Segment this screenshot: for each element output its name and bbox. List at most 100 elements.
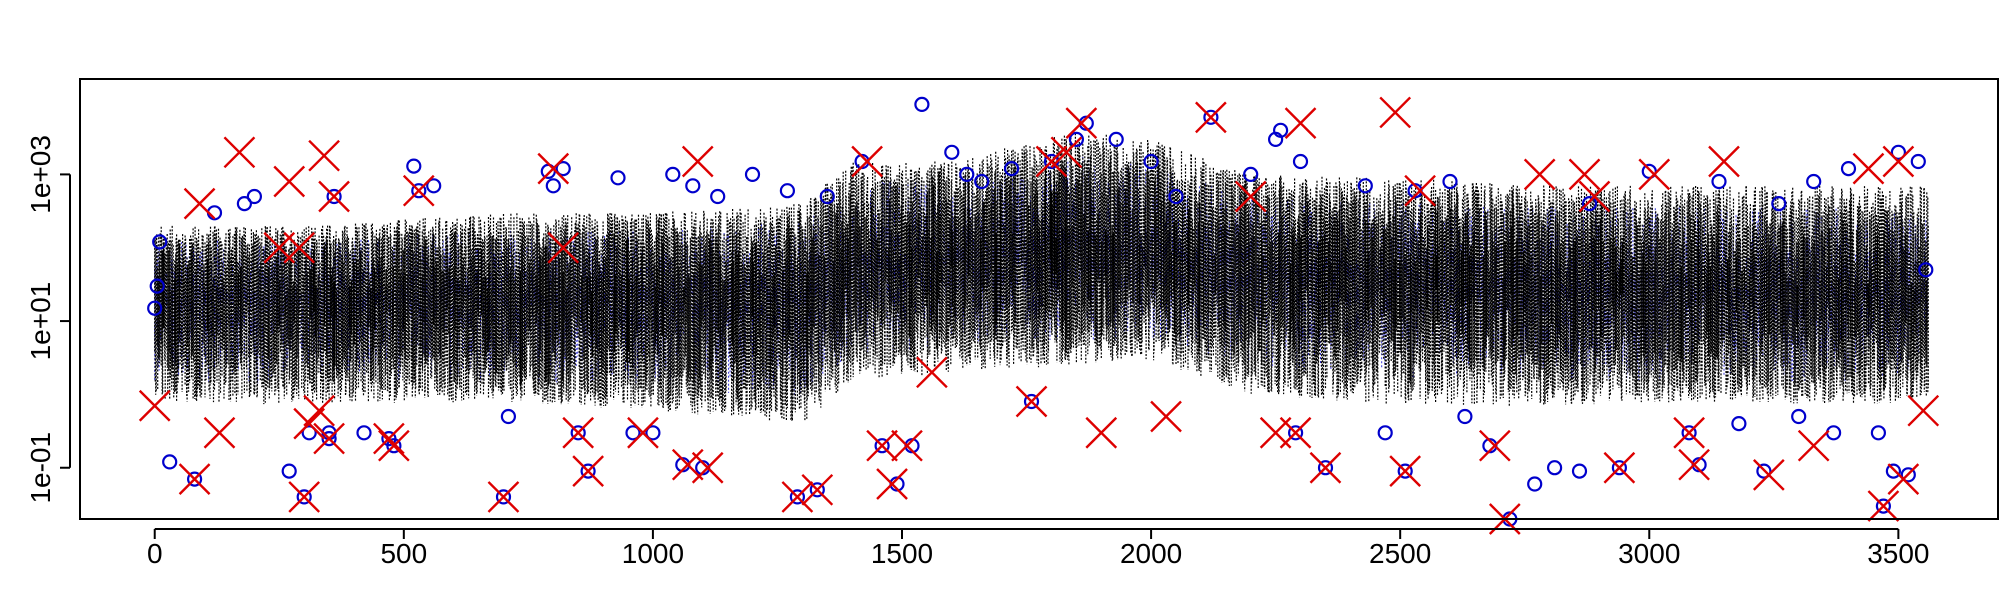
cross-marker	[1404, 174, 1436, 207]
cross-marker	[487, 481, 520, 513]
cross-marker	[1478, 429, 1511, 462]
cross-marker	[1284, 107, 1317, 139]
cross-marker	[1050, 136, 1083, 169]
circle-marker	[1397, 463, 1413, 479]
circle-marker	[1910, 153, 1926, 170]
cross-marker	[1678, 448, 1710, 481]
circle-marker	[326, 188, 342, 205]
circle-marker	[162, 454, 178, 470]
circle-marker	[1571, 463, 1588, 479]
circle-marker	[625, 425, 641, 441]
circle-marker	[1317, 460, 1334, 476]
circle-marker	[281, 463, 297, 479]
circle-marker	[710, 188, 726, 205]
x-tick-label: 3000	[1618, 538, 1680, 569]
x-tick-label: 3500	[1867, 538, 1929, 569]
circle-marker	[1203, 109, 1219, 125]
circle-marker	[1611, 460, 1628, 476]
circle-marker	[147, 300, 163, 316]
cross-marker	[1568, 158, 1601, 191]
cross-marker	[851, 145, 883, 178]
circle-marker	[152, 234, 168, 250]
cross-marker	[1638, 158, 1671, 191]
circle-marker	[386, 438, 402, 454]
circle-marker	[1457, 408, 1473, 425]
y-tick-label: 1e-01	[25, 432, 56, 504]
cross-marker	[691, 451, 724, 484]
cross-marker	[781, 481, 814, 513]
cross-marker	[313, 422, 345, 455]
circle-marker	[874, 438, 890, 454]
cross-marker	[916, 356, 948, 389]
circle-marker	[1681, 425, 1697, 441]
cross-marker	[1379, 96, 1412, 129]
cross-marker	[402, 174, 435, 207]
cross-marker	[537, 152, 570, 185]
circle-marker	[685, 178, 701, 194]
cross-marker	[562, 416, 595, 449]
circle-marker	[570, 425, 586, 441]
cross-marker	[1150, 400, 1182, 433]
circle-marker	[356, 425, 372, 441]
circle-marker	[1243, 166, 1259, 182]
cross-marker	[1852, 152, 1885, 185]
cross-marker	[318, 180, 350, 213]
cross-marker	[1708, 145, 1740, 178]
band-black-dotted	[154, 133, 1929, 422]
circle-marker	[914, 96, 930, 113]
cross-marker	[1882, 145, 1915, 178]
cross-marker	[876, 468, 908, 500]
cross-marker	[1065, 107, 1098, 139]
y-tick-label: 1e+03	[25, 135, 56, 214]
cross-marker	[1389, 455, 1422, 487]
cross-marker	[1523, 158, 1556, 191]
cross-marker	[293, 407, 326, 440]
circle-marker	[819, 188, 835, 205]
circle-marker	[1885, 463, 1902, 479]
circle-marker	[809, 482, 825, 498]
circle-marker	[406, 158, 422, 174]
x-tick-label: 1000	[622, 538, 684, 569]
circle-marker	[1875, 498, 1892, 514]
circle-marker	[580, 463, 596, 479]
x-tick-label: 0	[147, 538, 163, 569]
circle-marker	[1287, 425, 1304, 441]
cross-marker	[866, 429, 898, 462]
circle-marker	[187, 471, 203, 487]
circle-marker	[1003, 161, 1020, 177]
circle-marker	[1825, 425, 1842, 441]
circle-marker	[426, 178, 442, 194]
cross-marker	[283, 231, 316, 264]
cross-marker	[1015, 385, 1048, 418]
circle-marker	[236, 196, 252, 212]
circle-marker	[1377, 425, 1393, 441]
circle-marker	[1756, 463, 1772, 479]
circle-marker	[744, 166, 761, 182]
circle-marker	[149, 278, 165, 294]
circle-marker	[1292, 153, 1309, 170]
circle-marker	[1168, 188, 1184, 205]
cross-marker	[1797, 429, 1830, 462]
band-layer	[154, 133, 1929, 422]
plot-frame	[79, 78, 1999, 520]
cross-marker	[1279, 416, 1312, 449]
x-tick-label: 500	[380, 538, 427, 569]
cross-marker	[1234, 180, 1267, 213]
circle-marker	[500, 408, 516, 425]
cross-marker	[1309, 451, 1342, 484]
circle-marker	[1711, 173, 1727, 190]
circle-marker	[779, 183, 796, 199]
circle-marker	[1357, 178, 1373, 194]
circle-marker	[974, 173, 990, 190]
x-axis: 0 500 1000 1500 2000 2500 3000 3500	[147, 528, 1930, 569]
circle-marker	[1806, 173, 1822, 190]
cross-marker	[681, 145, 714, 178]
cross-marker	[1867, 490, 1900, 522]
cross-marker	[801, 473, 834, 506]
circle-marker	[1840, 161, 1857, 177]
cross-marker	[1887, 463, 1920, 495]
circle-marker	[1023, 393, 1040, 410]
cross-marker	[1752, 459, 1785, 491]
cross-marker	[547, 231, 580, 264]
